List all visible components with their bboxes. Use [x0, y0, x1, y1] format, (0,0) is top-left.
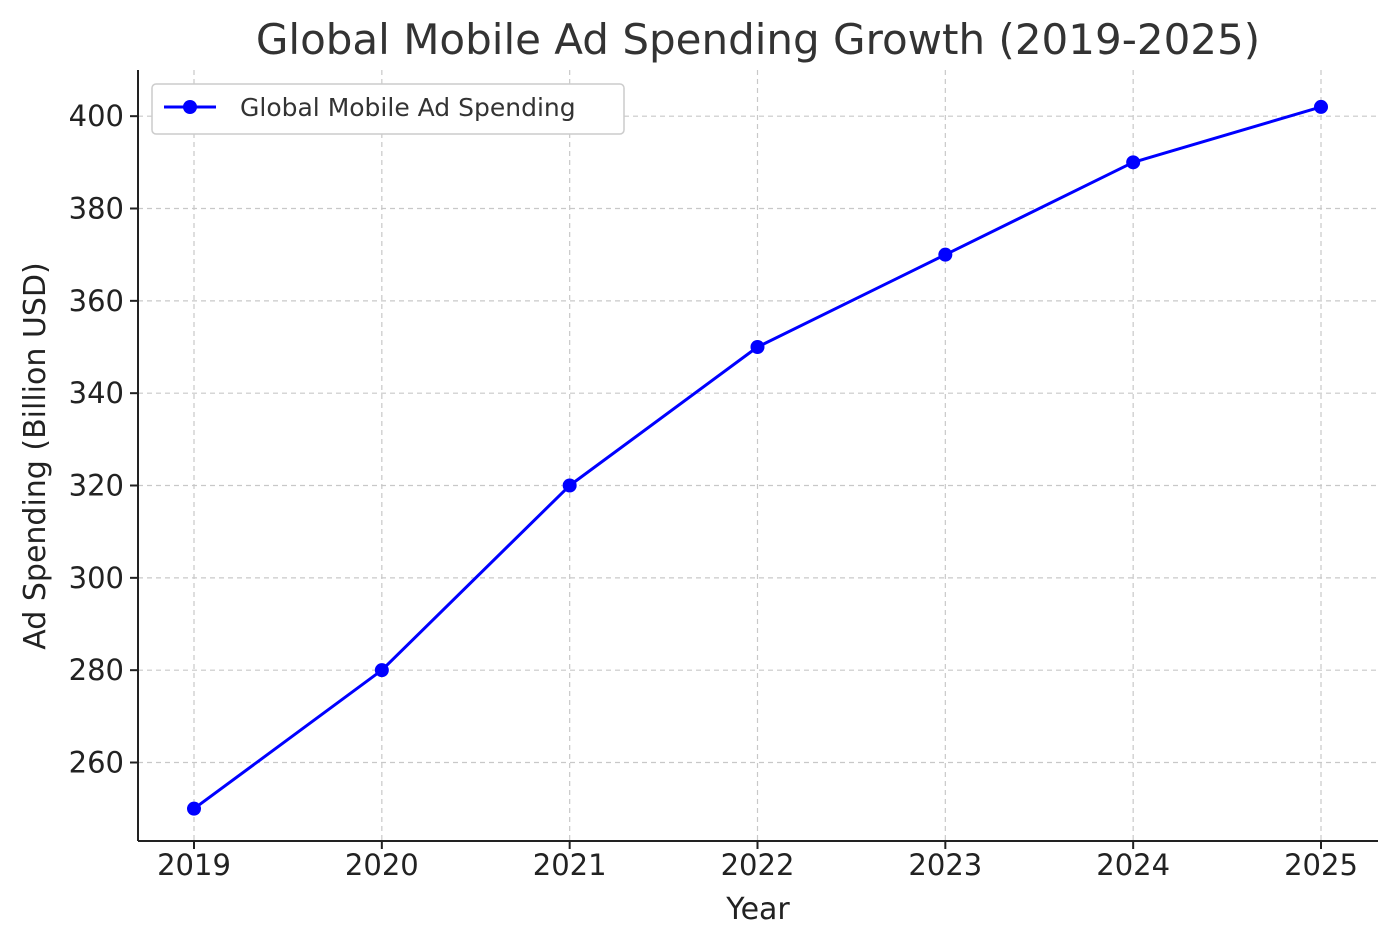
data-point: [562, 478, 577, 493]
y-tick-label: 260: [69, 746, 124, 780]
y-tick-label: 360: [69, 284, 124, 318]
y-tick-label: 300: [69, 561, 124, 595]
x-tick-label: 2023: [908, 848, 982, 882]
grid: [138, 70, 1378, 841]
data-point: [938, 247, 953, 262]
x-tick-label: 2021: [533, 848, 607, 882]
legend: Global Mobile Ad Spending: [151, 83, 625, 135]
axes: [137, 70, 1378, 842]
legend-box: [151, 83, 625, 135]
data-point: [1126, 155, 1141, 170]
y-tick-label: 280: [69, 653, 124, 687]
data-point: [750, 340, 765, 355]
data-point: [374, 663, 389, 678]
data-point: [187, 801, 201, 816]
x-tick-label: 2020: [345, 848, 419, 882]
y-tick-label: 340: [69, 376, 124, 410]
series-layer: [187, 99, 1328, 816]
chart-title: Global Mobile Ad Spending Growth (2019-2…: [256, 15, 1260, 64]
y-axis-label: Ad Spending (Billion USD): [18, 262, 53, 649]
x-tick-label: 2025: [1284, 848, 1358, 882]
legend-entry-label: Global Mobile Ad Spending: [240, 93, 576, 122]
y-tick-label: 380: [69, 192, 124, 226]
x-tick-label: 2019: [157, 848, 231, 882]
legend-marker-swatch: [183, 100, 197, 114]
x-axis-ticks: 2019 2020 2021 2022 2023 2024 2025: [157, 841, 1358, 882]
data-point: [1314, 99, 1328, 114]
x-axis-label: Year: [725, 892, 790, 927]
x-tick-label: 2022: [721, 848, 795, 882]
y-axis-ticks: 260 280 300 320 340 360 380 400: [69, 99, 138, 780]
y-tick-label: 400: [69, 99, 124, 133]
x-tick-label: 2024: [1096, 848, 1170, 882]
y-tick-label: 320: [69, 469, 124, 503]
